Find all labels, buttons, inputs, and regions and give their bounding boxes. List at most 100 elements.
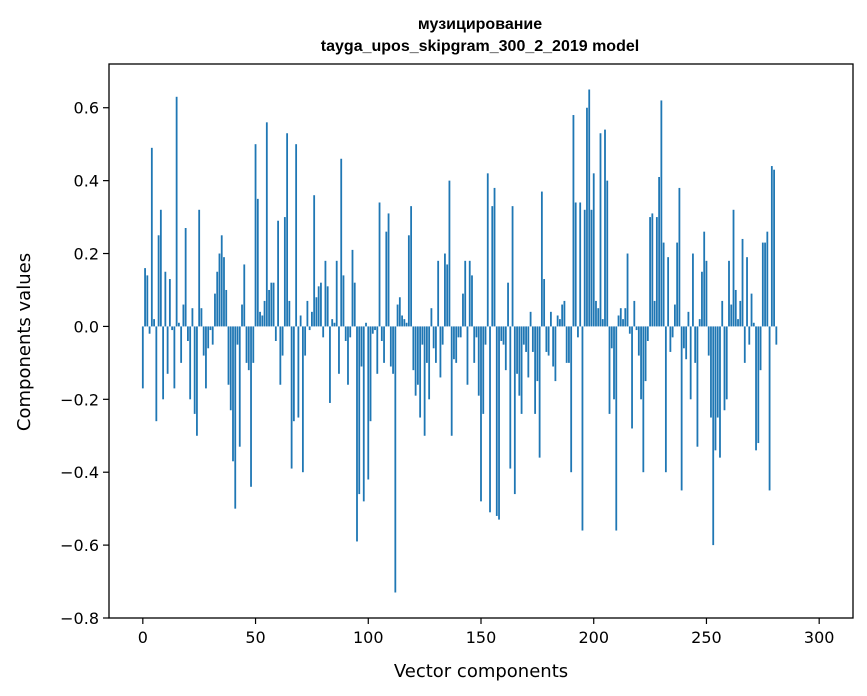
bar-10 — [164, 271, 167, 327]
bar-70 — [299, 315, 302, 327]
bar-213 — [622, 319, 624, 327]
bar-239 — [680, 326, 683, 491]
bar-254 — [714, 326, 717, 451]
bar-220 — [637, 326, 640, 356]
bar-59 — [274, 326, 277, 341]
bar-236 — [673, 304, 676, 327]
y-tick-label: 0.4 — [74, 172, 99, 191]
bar-278 — [768, 326, 771, 491]
x-axis-label: Vector components — [394, 661, 568, 682]
bar-253 — [712, 326, 715, 546]
bar-65 — [288, 300, 291, 327]
bar-87 — [338, 326, 340, 374]
plot-area-frame — [108, 63, 854, 619]
bar-142 — [462, 293, 464, 327]
bar-19 — [184, 228, 187, 327]
bar-127 — [428, 326, 431, 400]
bar-75 — [311, 311, 313, 327]
bar-229 — [658, 176, 661, 327]
bar-226 — [651, 213, 654, 327]
bar-157 — [495, 326, 498, 516]
bar-224 — [646, 326, 649, 341]
bar-138 — [453, 326, 455, 360]
bar-83 — [329, 326, 331, 403]
bar-102 — [371, 326, 374, 334]
bar-161 — [504, 326, 507, 371]
bar-194 — [579, 202, 582, 327]
bar-209 — [613, 326, 615, 400]
bar-77 — [315, 297, 318, 327]
bar-51 — [256, 198, 259, 327]
bar-235 — [671, 326, 674, 338]
bar-167 — [518, 326, 521, 396]
bar-196 — [583, 209, 586, 327]
chart-title: музицирование — [418, 16, 542, 33]
bar-93 — [351, 249, 354, 327]
bar-84 — [331, 319, 334, 327]
bar-121 — [414, 326, 417, 396]
bar-101 — [369, 326, 372, 422]
bar-268 — [746, 257, 748, 327]
bar-256 — [719, 326, 721, 458]
bar-44 — [241, 304, 243, 327]
x-tick-label: 250 — [691, 628, 722, 647]
bar-255 — [716, 326, 719, 418]
bar-103 — [374, 326, 376, 331]
bar-79 — [320, 282, 322, 327]
bar-199 — [590, 209, 593, 327]
bar-243 — [689, 326, 692, 400]
bar-31 — [211, 326, 214, 345]
bar-57 — [270, 282, 273, 327]
bar-41 — [234, 326, 237, 509]
x-tick-label: 100 — [353, 628, 384, 647]
bar-74 — [308, 326, 311, 331]
bar-195 — [581, 326, 584, 531]
bars-group — [141, 89, 778, 593]
bar-185 — [559, 319, 561, 327]
bar-181 — [549, 311, 552, 327]
bar-179 — [545, 326, 548, 352]
bar-155 — [491, 206, 494, 327]
bar-126 — [425, 326, 428, 363]
bar-202 — [597, 308, 600, 327]
bar-134 — [444, 253, 446, 327]
bar-140 — [457, 326, 460, 338]
bar-7 — [157, 235, 160, 327]
bar-211 — [617, 315, 620, 327]
bar-191 — [572, 115, 575, 327]
bar-80 — [322, 326, 325, 338]
bar-139 — [455, 326, 458, 363]
bar-252 — [710, 326, 712, 418]
bar-53 — [261, 315, 264, 327]
bar-266 — [741, 238, 744, 327]
bar-63 — [283, 217, 286, 327]
bar-171 — [527, 326, 530, 378]
bar-109 — [387, 213, 390, 327]
bar-267 — [743, 326, 746, 363]
bar-113 — [396, 304, 399, 327]
bar-0 — [141, 326, 144, 389]
bar-14 — [173, 326, 176, 389]
bar-270 — [750, 293, 753, 327]
bar-156 — [493, 187, 496, 327]
bar-217 — [631, 326, 633, 429]
bar-158 — [498, 326, 500, 520]
bar-16 — [177, 322, 180, 327]
bar-232 — [664, 326, 667, 473]
bar-178 — [543, 279, 546, 327]
bar-281 — [775, 326, 778, 345]
bar-78 — [317, 286, 320, 327]
bar-111 — [392, 326, 394, 374]
bar-89 — [342, 275, 345, 327]
bar-164 — [511, 206, 514, 327]
bar-100 — [367, 326, 370, 480]
bar-184 — [556, 315, 559, 327]
bar-92 — [349, 326, 352, 338]
bar-47 — [247, 326, 250, 371]
bar-159 — [500, 326, 503, 341]
bar-81 — [324, 260, 327, 327]
y-tick-label: 0.0 — [74, 317, 99, 336]
bar-152 — [484, 326, 487, 345]
bar-129 — [432, 326, 435, 349]
bar-13 — [171, 326, 174, 331]
